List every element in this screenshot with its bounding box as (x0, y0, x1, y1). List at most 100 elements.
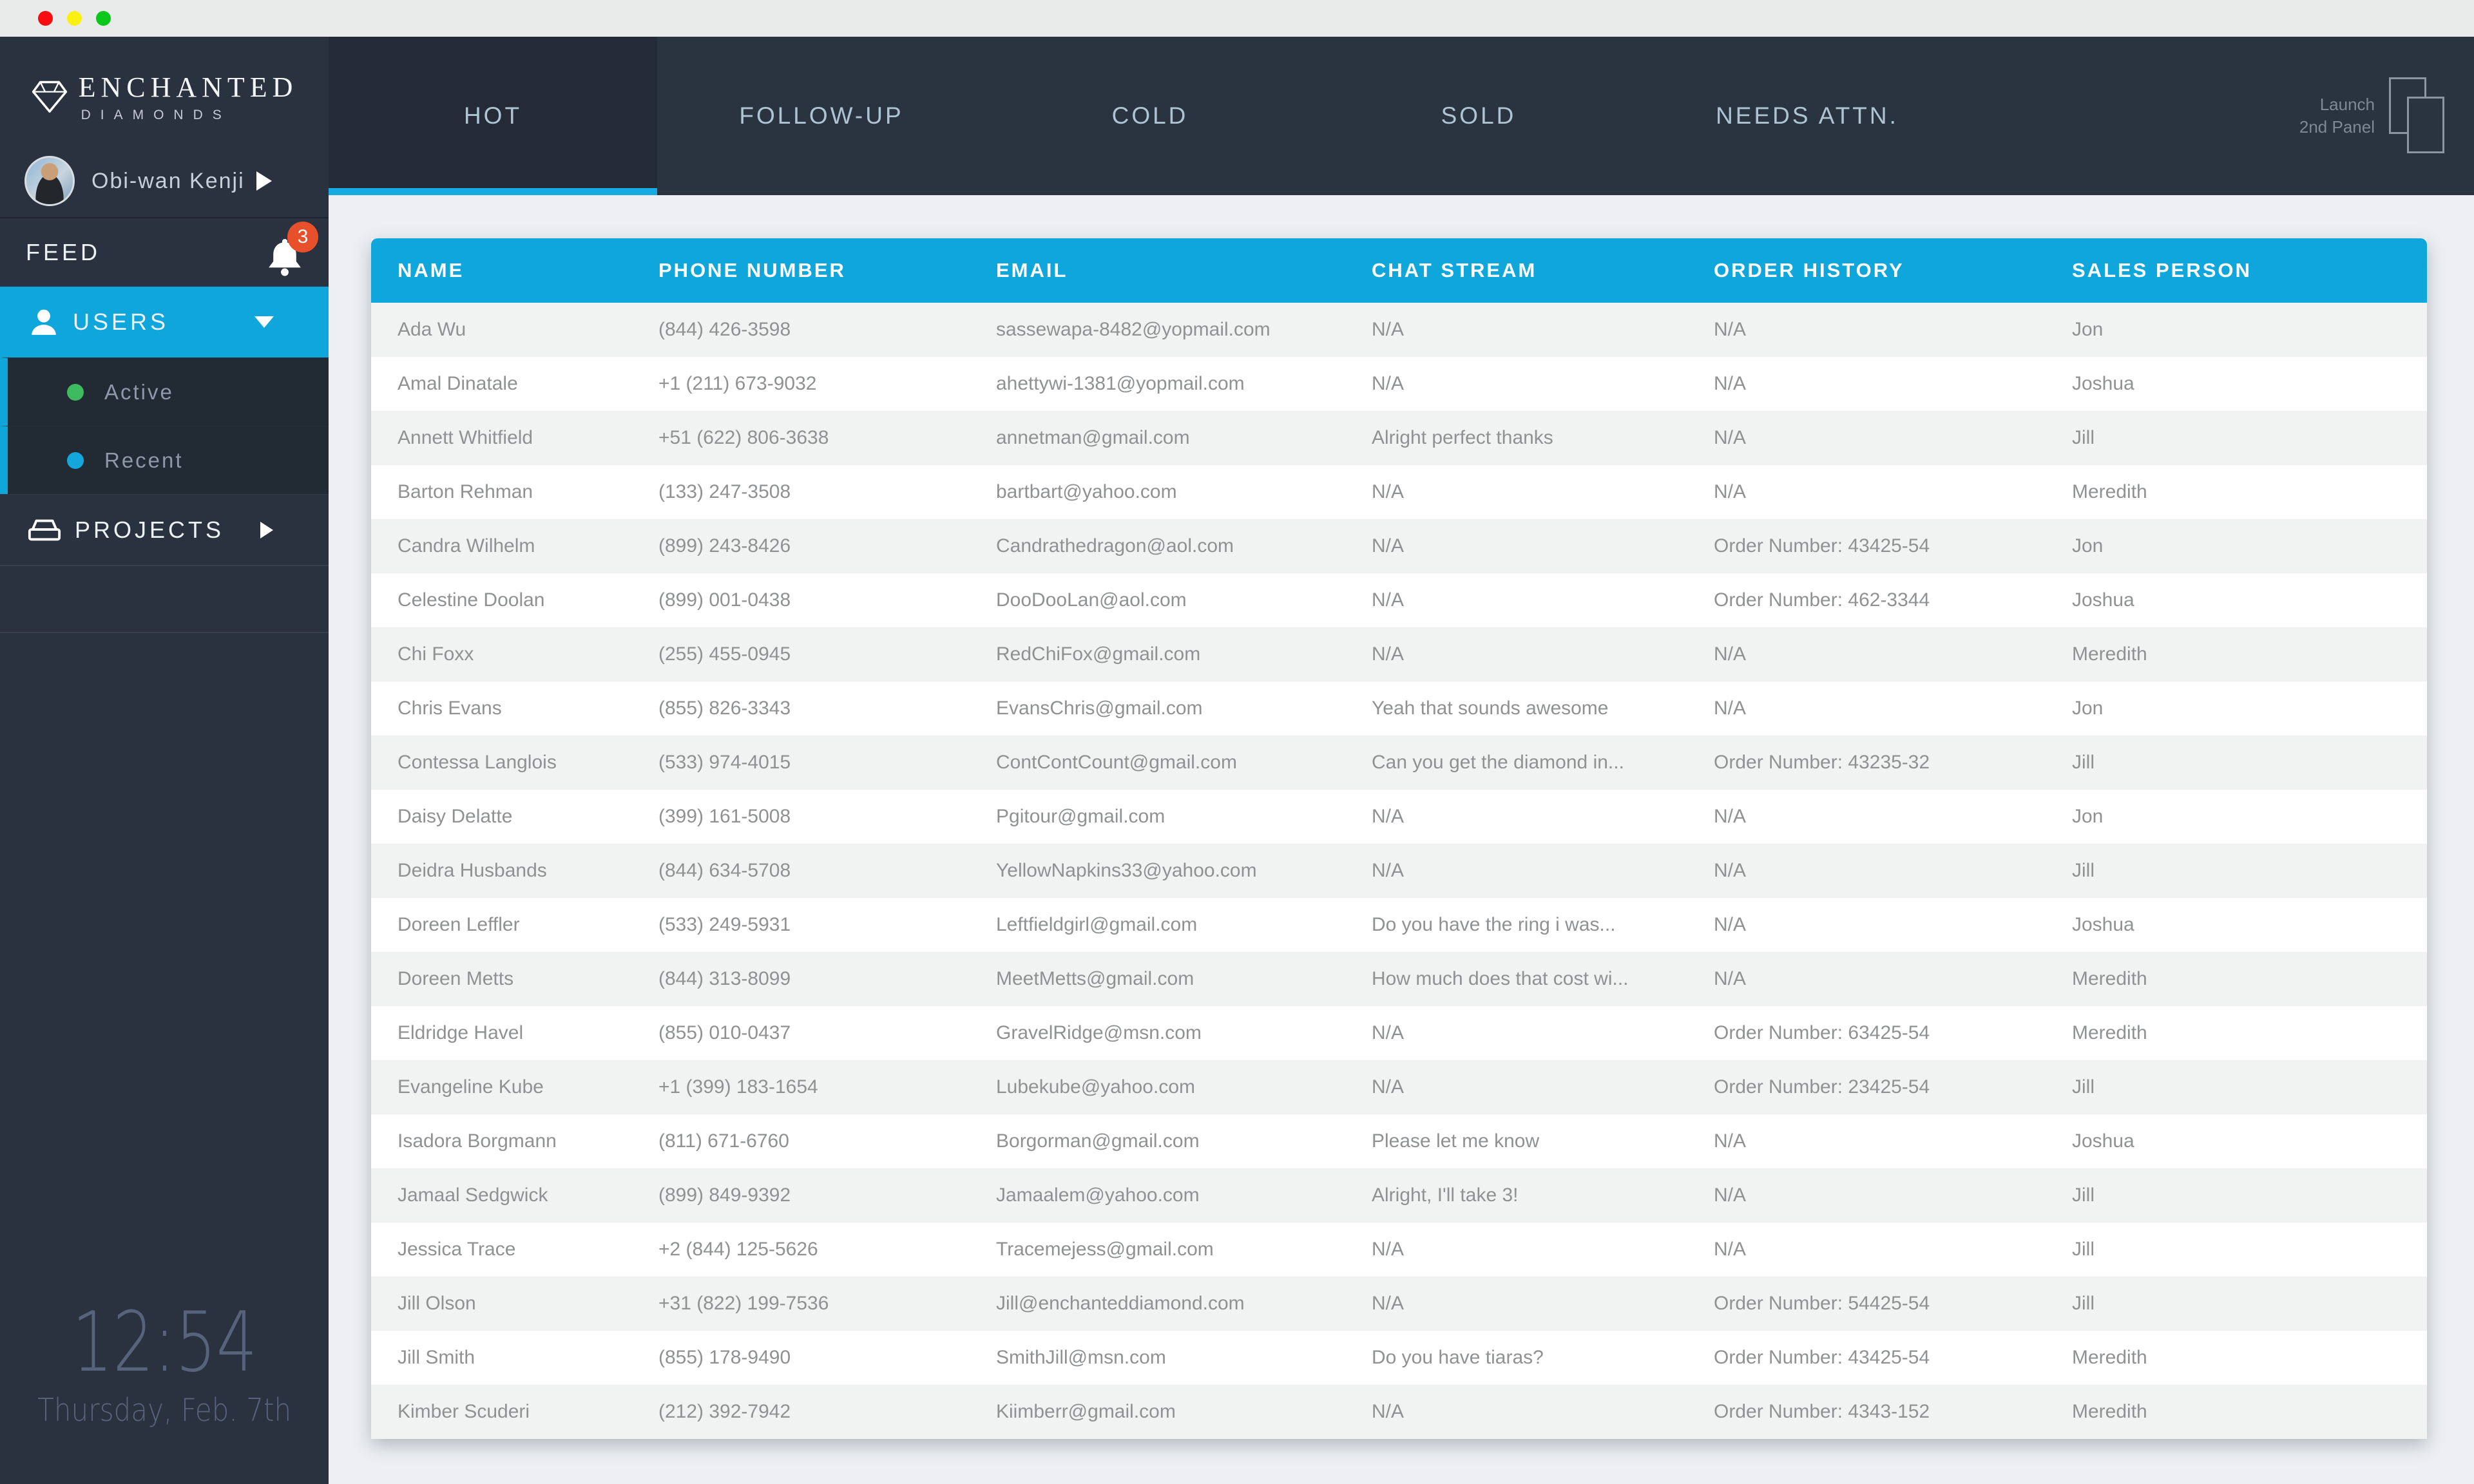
clock-time: 12:54 (72, 1295, 257, 1391)
cell-email: ahettywi-1381@yopmail.com (996, 357, 1372, 411)
column-header[interactable]: NAME (371, 238, 658, 303)
cell-phone: (899) 849-9392 (658, 1168, 996, 1222)
notifications-bell-icon[interactable]: 3 (264, 222, 318, 280)
minimize-window-button[interactable] (67, 11, 82, 26)
clock: 12:54 Thursday, Feb. 7th (0, 1295, 329, 1429)
cell-order-history: Order Number: 54425-54 (1714, 1277, 2072, 1331)
sidebar: ENCHANTED DIAMONDS Obi-wan Kenji FEED (0, 37, 329, 1484)
close-window-button[interactable] (38, 11, 53, 26)
cell-phone: (212) 392-7942 (658, 1385, 996, 1439)
user-name: Obi-wan Kenji (91, 168, 245, 193)
sidebar-item-projects[interactable]: PROJECTS (0, 494, 329, 566)
table-row[interactable]: Jessica Trace +2 (844) 125-5626 Tracemejes… (371, 1222, 2427, 1277)
table-row[interactable]: Annett Whitfield +51 (622) 806-3638 annetm… (371, 411, 2427, 465)
cell-phone: (855) 826-3343 (658, 681, 996, 736)
cell-email: EvansChris@gmail.com (996, 681, 1372, 736)
cell-order-history: N/A (1714, 1114, 2072, 1168)
table-row[interactable]: Jill Smith (855) 178-9490 SmithJill@msn.co… (371, 1331, 2427, 1385)
table-row[interactable]: Contessa Langlois (533) 974-4015 ContContC… (371, 736, 2427, 790)
table-row[interactable]: Chris Evans (855) 826-3343 EvansChris@gmai… (371, 681, 2427, 736)
table-row[interactable]: Ada Wu (844) 426-3598 sassewapa-8482@yopma… (371, 303, 2427, 357)
cell-phone: (133) 247-3508 (658, 465, 996, 519)
cell-email: Lubekube@yahoo.com (996, 1060, 1372, 1114)
cell-sales-person: Jill (2072, 736, 2427, 790)
sidebar-divider (0, 566, 329, 633)
table-row[interactable]: Celestine Doolan (899) 001-0438 DooDooLan@… (371, 573, 2427, 627)
table-row[interactable]: Candra Wilhelm (899) 243-8426 Candrathedra… (371, 519, 2427, 573)
table-row[interactable]: Eldridge Havel (855) 010-0437 GravelRidge@… (371, 1006, 2427, 1060)
cell-email: Borgorman@gmail.com (996, 1114, 1372, 1168)
tab-label: SOLD (1441, 102, 1517, 129)
cell-sales-person: Jon (2072, 790, 2427, 844)
tab-hot[interactable]: HOT (329, 37, 657, 195)
cell-email: Tracemejess@gmail.com (996, 1222, 1372, 1277)
column-header[interactable]: EMAIL (996, 238, 1372, 303)
tab-follow-up[interactable]: FOLLOW-UP (657, 37, 986, 195)
notification-badge: 3 (287, 222, 318, 252)
table-row[interactable]: Evangeline Kube +1 (399) 183-1654 Lubekube… (371, 1060, 2427, 1114)
table-row[interactable]: Barton Rehman (133) 247-3508 bartbart@yaho… (371, 465, 2427, 519)
cell-email: bartbart@yahoo.com (996, 465, 1372, 519)
table-row[interactable]: Amal Dinatale +1 (211) 673-9032 ahettywi-1… (371, 357, 2427, 411)
cell-sales-person: Jill (2072, 1277, 2427, 1331)
sidebar-item-feed[interactable]: FEED 3 (0, 217, 329, 287)
column-header[interactable]: PHONE NUMBER (658, 238, 996, 303)
cell-chat-stream: N/A (1372, 1006, 1714, 1060)
chevron-right-icon (256, 171, 272, 191)
cell-chat-stream: Yeah that sounds awesome (1372, 681, 1714, 736)
cell-name: Contessa Langlois (371, 736, 658, 790)
cell-sales-person: Jill (2072, 844, 2427, 898)
column-header[interactable]: ORDER HISTORY (1714, 238, 2072, 303)
cell-order-history: N/A (1714, 627, 2072, 681)
sidebar-item-recent[interactable]: Recent (0, 426, 329, 494)
cell-phone: (855) 178-9490 (658, 1331, 996, 1385)
cell-chat-stream: Can you get the diamond in... (1372, 736, 1714, 790)
tab-bar: HOT FOLLOW-UP COLD SOLD NEEDS ATTN. Launch 2… (329, 37, 2474, 195)
window-titlebar (0, 0, 2474, 37)
cell-order-history: N/A (1714, 898, 2072, 952)
table-row[interactable]: Kimber Scuderi (212) 392-7942 Kiimberr@gma… (371, 1385, 2427, 1439)
cell-sales-person: Jill (2072, 1060, 2427, 1114)
table-row[interactable]: Chi Foxx (255) 455-0945 RedChiFox@gmail.co… (371, 627, 2427, 681)
launch-2nd-panel-button[interactable]: Launch 2nd Panel (2299, 77, 2448, 155)
column-header[interactable]: CHAT STREAM (1372, 238, 1714, 303)
cell-order-history: N/A (1714, 411, 2072, 465)
projects-icon (28, 519, 61, 540)
cell-chat-stream: N/A (1372, 844, 1714, 898)
cell-email: sassewapa-8482@yopmail.com (996, 303, 1372, 357)
tab-cold[interactable]: COLD (986, 37, 1314, 195)
tab-sold[interactable]: SOLD (1314, 37, 1643, 195)
sidebar-item-users[interactable]: USERS (0, 287, 329, 357)
cell-sales-person: Joshua (2072, 1114, 2427, 1168)
table-row[interactable]: Doreen Metts (844) 313-8099 MeetMetts@gmai… (371, 952, 2427, 1006)
table-row[interactable]: Isadora Borgmann (811) 671-6760 Borgorman@… (371, 1114, 2427, 1168)
cell-order-history: N/A (1714, 952, 2072, 1006)
cell-phone: +51 (622) 806-3638 (658, 411, 996, 465)
clock-date: Thursday, Feb. 7th (37, 1392, 292, 1429)
cell-sales-person: Meredith (2072, 1006, 2427, 1060)
cell-name: Amal Dinatale (371, 357, 658, 411)
recent-label: Recent (104, 448, 184, 472)
feed-label: FEED (26, 239, 101, 265)
zoom-window-button[interactable] (96, 11, 111, 26)
cell-name: Jill Smith (371, 1331, 658, 1385)
column-header[interactable]: SALES PERSON (2072, 238, 2427, 303)
table-row[interactable]: Doreen Leffler (533) 249-5931 Leftfieldgir… (371, 898, 2427, 952)
sidebar-item-active[interactable]: Active (0, 357, 329, 426)
table-row[interactable]: Deidra Husbands (844) 634-5708 YellowNapki… (371, 844, 2427, 898)
cell-phone: (533) 974-4015 (658, 736, 996, 790)
user-menu[interactable]: Obi-wan Kenji (0, 145, 329, 217)
cell-sales-person: Meredith (2072, 465, 2427, 519)
cell-phone: (899) 001-0438 (658, 573, 996, 627)
diamond-logo-icon (32, 81, 67, 113)
cell-name: Jill Olson (371, 1277, 658, 1331)
tab-needs-attn[interactable]: NEEDS ATTN. (1643, 37, 1971, 195)
cell-email: Jill@enchanteddiamond.com (996, 1277, 1372, 1331)
leads-table: NAME PHONE NUMBER EMAIL CHAT STREAM ORDER HI… (371, 238, 2427, 1439)
table-row[interactable]: Jamaal Sedgwick (899) 849-9392 Jamaalem@ya… (371, 1168, 2427, 1222)
cell-name: Daisy Delatte (371, 790, 658, 844)
table-row[interactable]: Jill Olson +31 (822) 199-7536 Jill@enchant… (371, 1277, 2427, 1331)
cell-sales-person: Joshua (2072, 357, 2427, 411)
cell-name: Chi Foxx (371, 627, 658, 681)
table-row[interactable]: Daisy Delatte (399) 161-5008 Pgitour@gmail… (371, 790, 2427, 844)
